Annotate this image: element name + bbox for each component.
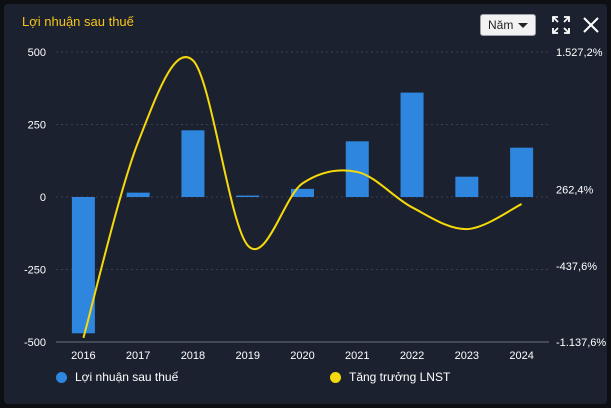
period-select[interactable]: Năm xyxy=(480,14,536,36)
chart-title: Lợi nhuận sau thuế xyxy=(22,14,134,29)
legend-label-growth: Tăng trưởng LNST xyxy=(349,370,451,384)
y-right-tick-label: 262,4% xyxy=(556,185,594,197)
legend-swatch-profit xyxy=(56,371,67,383)
x-tick-label: 2019 xyxy=(235,350,259,362)
x-tick-label: 2016 xyxy=(71,350,95,362)
bar-profit xyxy=(126,192,150,197)
bar-profit xyxy=(345,141,369,197)
y-left-tick-label: 250 xyxy=(28,120,46,132)
legend-label-profit: Lợi nhuận sau thuế xyxy=(75,370,179,384)
y-left-tick-label: -250 xyxy=(24,265,46,277)
x-tick-label: 2017 xyxy=(126,350,150,362)
y-left-tick-label: 0 xyxy=(40,192,46,204)
bar-profit xyxy=(400,92,424,197)
period-select-value: Năm xyxy=(488,18,514,32)
bar-profit xyxy=(510,147,534,197)
bar-profit xyxy=(181,130,205,197)
x-tick-label: 2018 xyxy=(181,350,205,362)
expand-icon[interactable] xyxy=(550,14,572,36)
y-left-tick-label: 500 xyxy=(28,47,46,59)
bar-profit xyxy=(291,188,314,197)
bar-profit xyxy=(71,197,95,334)
y-right-tick-label: -437,6% xyxy=(556,261,597,273)
legend-item-profit[interactable]: Lợi nhuận sau thuế xyxy=(56,370,178,384)
x-tick-label: 2023 xyxy=(455,350,479,362)
legend-swatch-growth xyxy=(330,371,341,383)
chart-panel: Lợi nhuận sau thuế Năm 500 250 0 -2 xyxy=(4,4,607,404)
line-growth xyxy=(82,56,523,339)
chart-header: Lợi nhuận sau thuế Năm xyxy=(4,4,607,44)
chart-canvas: 500 250 0 -250 -500 1.527,2% 262,4% -437,6% -1.1… xyxy=(24,47,606,362)
close-icon[interactable] xyxy=(580,14,602,36)
y-left-tick-label: -500 xyxy=(24,337,46,349)
chevron-down-icon xyxy=(518,23,528,28)
x-tick-label: 2021 xyxy=(345,350,369,362)
x-tick-label: 2024 xyxy=(509,350,533,362)
x-tick-label: 2020 xyxy=(290,350,314,362)
bar-profit xyxy=(455,176,479,197)
bar-profit xyxy=(236,195,260,197)
y-right-tick-label: 1.527,2% xyxy=(556,47,603,59)
x-tick-label: 2022 xyxy=(400,350,424,362)
y-right-tick-label: -1.137,6% xyxy=(556,337,606,349)
legend-item-growth[interactable]: Tăng trưởng LNST xyxy=(330,370,450,384)
